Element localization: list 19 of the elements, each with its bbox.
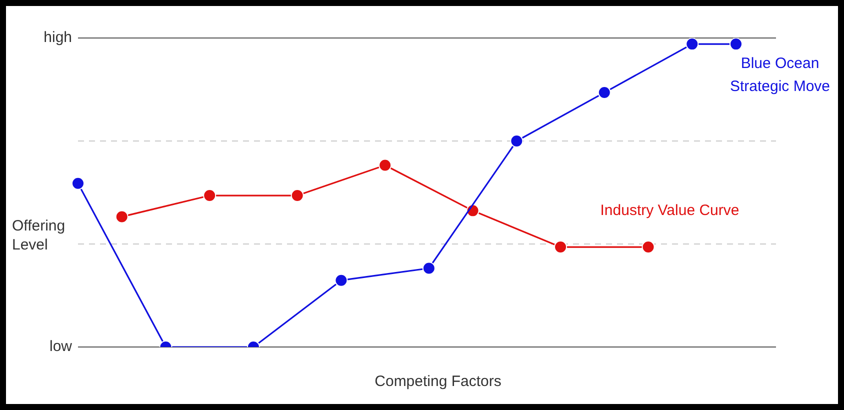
point (72, 176, 84, 190)
point (642, 240, 655, 254)
point (334, 274, 348, 287)
ref-line-label: high (44, 29, 72, 46)
x-axis-title: Competing Factors (374, 373, 502, 390)
point (510, 134, 524, 148)
point (598, 86, 611, 100)
ref-line-label: low (49, 338, 72, 356)
point (554, 240, 568, 254)
point (686, 38, 699, 51)
point (203, 189, 216, 202)
y-axis-title: Offering Level (12, 218, 66, 254)
point (378, 158, 392, 172)
series-label: Blue Ocean Strategic Move (730, 55, 830, 96)
series-label: Industry Value Curve (600, 202, 740, 220)
point (730, 38, 742, 51)
point (290, 189, 304, 202)
point (115, 210, 128, 224)
point (422, 262, 436, 275)
